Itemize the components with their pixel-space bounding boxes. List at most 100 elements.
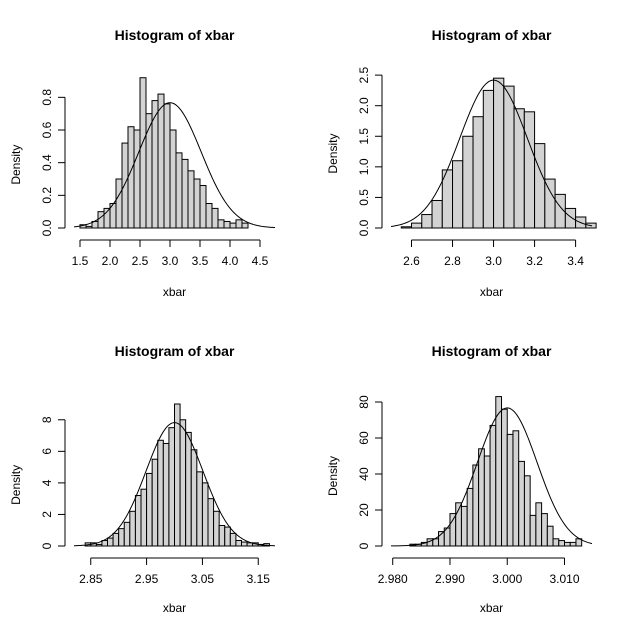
- x-axis-label: xbar: [480, 285, 503, 299]
- y-tick-label: 2: [40, 511, 54, 518]
- y-tick-label: 80: [357, 395, 371, 409]
- histogram-bar: [472, 464, 480, 547]
- x-tick-label: 3.000: [492, 572, 522, 586]
- x-tick-label: 3.15: [247, 572, 271, 586]
- y-tick-label: 0.5: [357, 189, 371, 206]
- histogram-bar: [139, 77, 147, 229]
- x-tick-label: 3.5: [192, 254, 209, 268]
- y-tick-label: 20: [357, 503, 371, 517]
- histogram-bar: [224, 526, 231, 547]
- histogram-bar: [223, 220, 231, 229]
- chart-title: Histogram of xbar: [432, 343, 552, 359]
- histogram-bar: [478, 448, 485, 547]
- x-tick-label: 3.0: [485, 254, 502, 268]
- histogram-bar: [157, 93, 165, 229]
- histogram-bar: [95, 543, 103, 547]
- histogram-bar: [112, 532, 120, 547]
- histogram-bar: [129, 510, 136, 547]
- histogram-bar: [133, 129, 141, 229]
- histogram-bar: [211, 207, 219, 229]
- histogram-bar: [127, 126, 135, 229]
- y-tick-label: 8: [40, 416, 54, 423]
- histogram-bar: [503, 85, 515, 229]
- x-tick-label: 3.0: [162, 254, 179, 268]
- chart-title: Histogram of xbar: [115, 343, 235, 359]
- y-tick-label: 60: [357, 431, 371, 445]
- histogram-bar: [199, 185, 207, 229]
- histogram-bar: [460, 505, 468, 547]
- x-tick-label: 3.010: [549, 572, 579, 586]
- y-axis-label: Density: [9, 145, 23, 185]
- histogram-bar: [157, 439, 164, 547]
- x-tick-label: 2.8: [444, 254, 461, 268]
- histogram-bar: [235, 219, 243, 229]
- histogram-bar: [493, 77, 505, 229]
- histogram-bar: [544, 178, 556, 229]
- histogram-bar: [85, 225, 93, 229]
- histogram-bar: [449, 513, 457, 547]
- histogram-bar: [241, 222, 249, 229]
- y-tick-label: 2.0: [357, 97, 371, 114]
- histogram-panel-3: 2.85 2.95 3.05 3.15 0 2 4 6 8 Histogram of xbar xb…: [9, 343, 276, 615]
- histogram-bar: [213, 510, 220, 547]
- histogram-bar: [107, 537, 114, 547]
- histogram-bar: [235, 539, 242, 547]
- histogram-bar: [421, 214, 433, 229]
- histogram-bar: [181, 158, 189, 229]
- histogram-bar: [97, 211, 105, 229]
- histogram-bar: [495, 396, 503, 547]
- histogram-bar: [123, 521, 131, 547]
- histogram-bar: [523, 475, 531, 547]
- y-tick-label: 1.5: [357, 128, 371, 145]
- y-tick-label: 0.0: [357, 219, 371, 236]
- histogram-bar: [185, 431, 192, 547]
- x-tick-label: 4.0: [222, 254, 239, 268]
- histogram-bar: [483, 455, 491, 547]
- histogram-bar: [552, 538, 560, 547]
- x-tick-label: 2.0: [102, 254, 119, 268]
- y-tick-label: 0.4: [40, 154, 54, 171]
- histogram-bar: [163, 103, 171, 229]
- histogram-bar: [541, 513, 548, 547]
- x-tick-label: 2.5: [132, 254, 149, 268]
- histogram-bar: [140, 488, 148, 547]
- histogram-bar: [145, 113, 153, 229]
- histogram-bar: [506, 433, 514, 547]
- histogram-bar: [207, 498, 215, 547]
- histogram-bar: [452, 160, 464, 229]
- x-tick-label: 3.2: [526, 254, 543, 268]
- histogram-bar: [168, 427, 175, 547]
- x-tick-label: 3.05: [191, 572, 215, 586]
- histogram-bar: [229, 532, 237, 547]
- histogram-bar: [201, 482, 209, 547]
- histogram-bar: [175, 152, 183, 229]
- x-axis-label: xbar: [163, 601, 186, 615]
- histogram-bar: [569, 541, 577, 547]
- histogram-panel-4: 2.980 2.990 3.000 3.010 0 20 40 60 80 Histogram o…: [326, 343, 593, 615]
- histogram-bar: [118, 528, 125, 547]
- histogram-bar: [534, 143, 546, 229]
- y-tick-label: 1.0: [357, 158, 371, 175]
- histogram-bar: [121, 142, 129, 229]
- histogram-panel-1: 1.5 2.0 2.5 3.0 3.5 4.0 4.5 0.0 0.2 0.4 0.6 0.8 Hist…: [9, 27, 276, 299]
- histogram-bar: [546, 525, 554, 547]
- x-tick-label: 2.6: [403, 254, 420, 268]
- chart-title: Histogram of xbar: [115, 27, 235, 43]
- y-tick-label: 4: [40, 479, 54, 486]
- histogram-bar: [564, 207, 577, 229]
- x-tick-label: 2.990: [435, 572, 465, 586]
- histogram-bar: [146, 472, 153, 547]
- y-axis-label: Density: [326, 134, 340, 174]
- histogram-bar: [518, 460, 525, 547]
- histogram-bar: [529, 514, 537, 547]
- x-axis-label: xbar: [163, 285, 186, 299]
- y-tick-label: 0.0: [40, 219, 54, 236]
- histogram-panel-2: 2.6 2.8 3.0 3.2 3.4 0.0 0.5 1.0 1.5 2.0 2.5 Histogr…: [326, 27, 597, 299]
- histogram-bar: [462, 135, 474, 229]
- histogram-bar: [162, 442, 170, 547]
- histogram-bar: [179, 419, 187, 547]
- histogram-bar: [193, 178, 201, 229]
- y-axis-label: Density: [9, 465, 23, 505]
- y-tick-label: 40: [357, 467, 371, 481]
